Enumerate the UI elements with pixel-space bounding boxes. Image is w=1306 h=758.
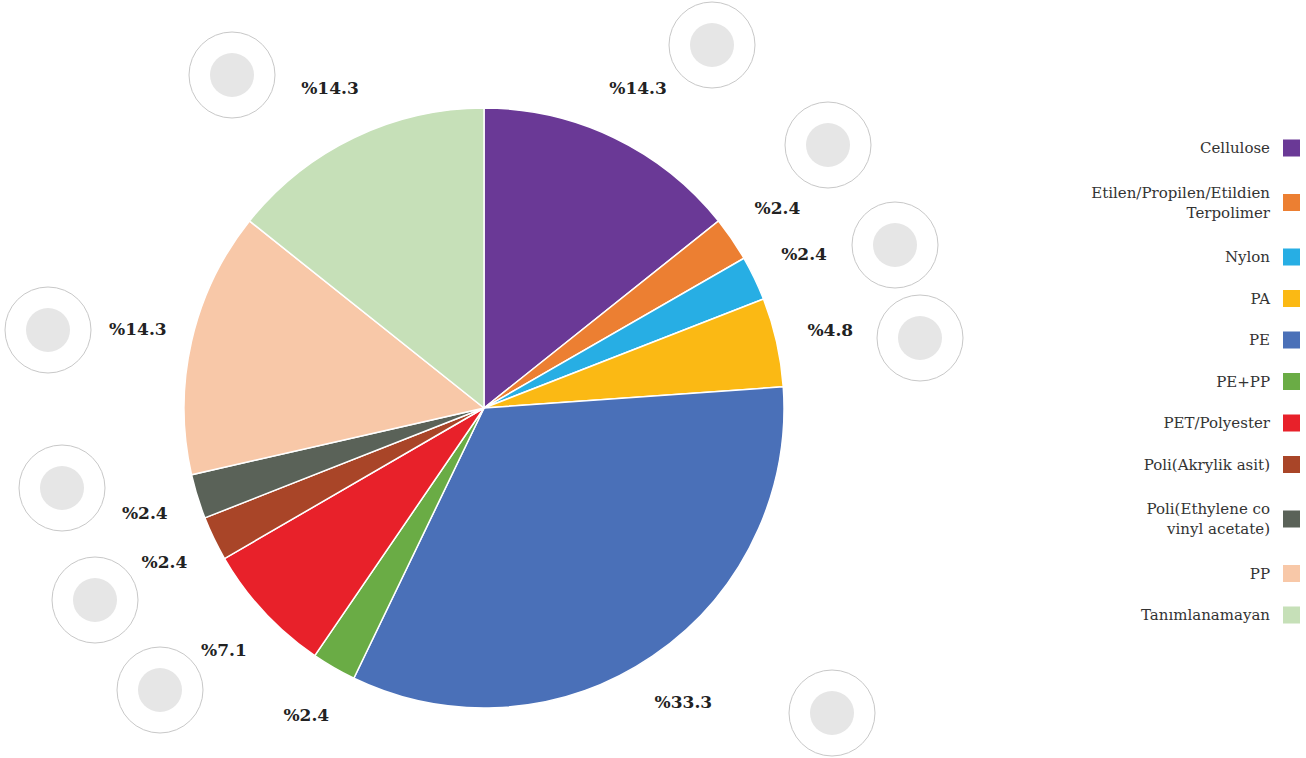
- legend-swatch: [1283, 415, 1300, 432]
- legend-swatch: [1283, 194, 1300, 211]
- legend-label: Poli(Ethylene covinyl acetate): [1147, 500, 1271, 538]
- icon-fill: [898, 316, 942, 360]
- icon: [877, 295, 963, 381]
- icon-fill: [40, 466, 84, 510]
- legend-swatch: [1283, 373, 1300, 390]
- data-label: %14.3: [609, 78, 667, 98]
- data-label: %2.4: [781, 244, 827, 264]
- legend-swatch: [1283, 565, 1300, 582]
- icon-fill: [138, 668, 182, 712]
- data-labels: %14.3 %2.4 %2.4 %4.8 %33.3 %2.4 %7.1 %2.4 %2.4 %1…: [109, 78, 853, 725]
- icon-fill: [26, 308, 70, 352]
- pie: [184, 108, 784, 708]
- legend-label: PE: [1249, 331, 1270, 349]
- data-label: %2.4: [122, 503, 168, 523]
- data-label: %7.1: [201, 640, 247, 660]
- legend-swatch: [1283, 290, 1300, 307]
- data-label: %14.3: [301, 78, 359, 98]
- legend-swatch: [1283, 511, 1300, 528]
- icon-fill: [73, 578, 117, 622]
- legend: Cellulose Etilen/Propilen/EtildienTerpoli…: [1091, 139, 1300, 624]
- icon-fill: [810, 691, 854, 735]
- chart: %14.3 %2.4 %2.4 %4.8 %33.3 %2.4 %7.1 %2.4 %2.4 %1…: [0, 0, 1306, 758]
- icons: [5, 2, 963, 756]
- legend-swatch: [1283, 140, 1300, 157]
- legend-label: PET/Polyester: [1163, 414, 1270, 432]
- legend-label: PP: [1250, 565, 1270, 583]
- icon-fill: [806, 123, 850, 167]
- data-label: %2.4: [755, 198, 801, 218]
- icon: [785, 102, 871, 188]
- data-label: %14.3: [109, 319, 167, 339]
- pie-slice: [249, 108, 484, 408]
- legend-swatch: [1283, 249, 1300, 266]
- icon-fill: [690, 23, 734, 67]
- legend-label: PA: [1250, 290, 1270, 308]
- icon-fill: [873, 223, 917, 267]
- icon: [789, 670, 875, 756]
- icon: [5, 287, 91, 373]
- icon: [189, 32, 275, 118]
- icon: [117, 647, 203, 733]
- data-label: %33.3: [655, 692, 713, 712]
- icon: [669, 2, 755, 88]
- legend-swatch: [1283, 607, 1300, 624]
- legend-label: Poli(Akrylik asit): [1144, 456, 1270, 474]
- legend-swatch: [1283, 456, 1300, 473]
- data-label: %4.8: [807, 320, 853, 340]
- icon: [852, 202, 938, 288]
- data-label: %2.4: [283, 705, 329, 725]
- icon-fill: [210, 53, 254, 97]
- legend-label: Etilen/Propilen/EtildienTerpolimer: [1091, 184, 1271, 222]
- legend-label: Nylon: [1225, 248, 1270, 266]
- legend-label: PE+PP: [1216, 373, 1270, 391]
- icon: [52, 557, 138, 643]
- icon: [19, 445, 105, 531]
- data-label: %2.4: [142, 552, 188, 572]
- legend-swatch: [1283, 332, 1300, 349]
- legend-label: Cellulose: [1200, 139, 1270, 157]
- legend-label: Tanımlanamayan: [1141, 606, 1270, 624]
